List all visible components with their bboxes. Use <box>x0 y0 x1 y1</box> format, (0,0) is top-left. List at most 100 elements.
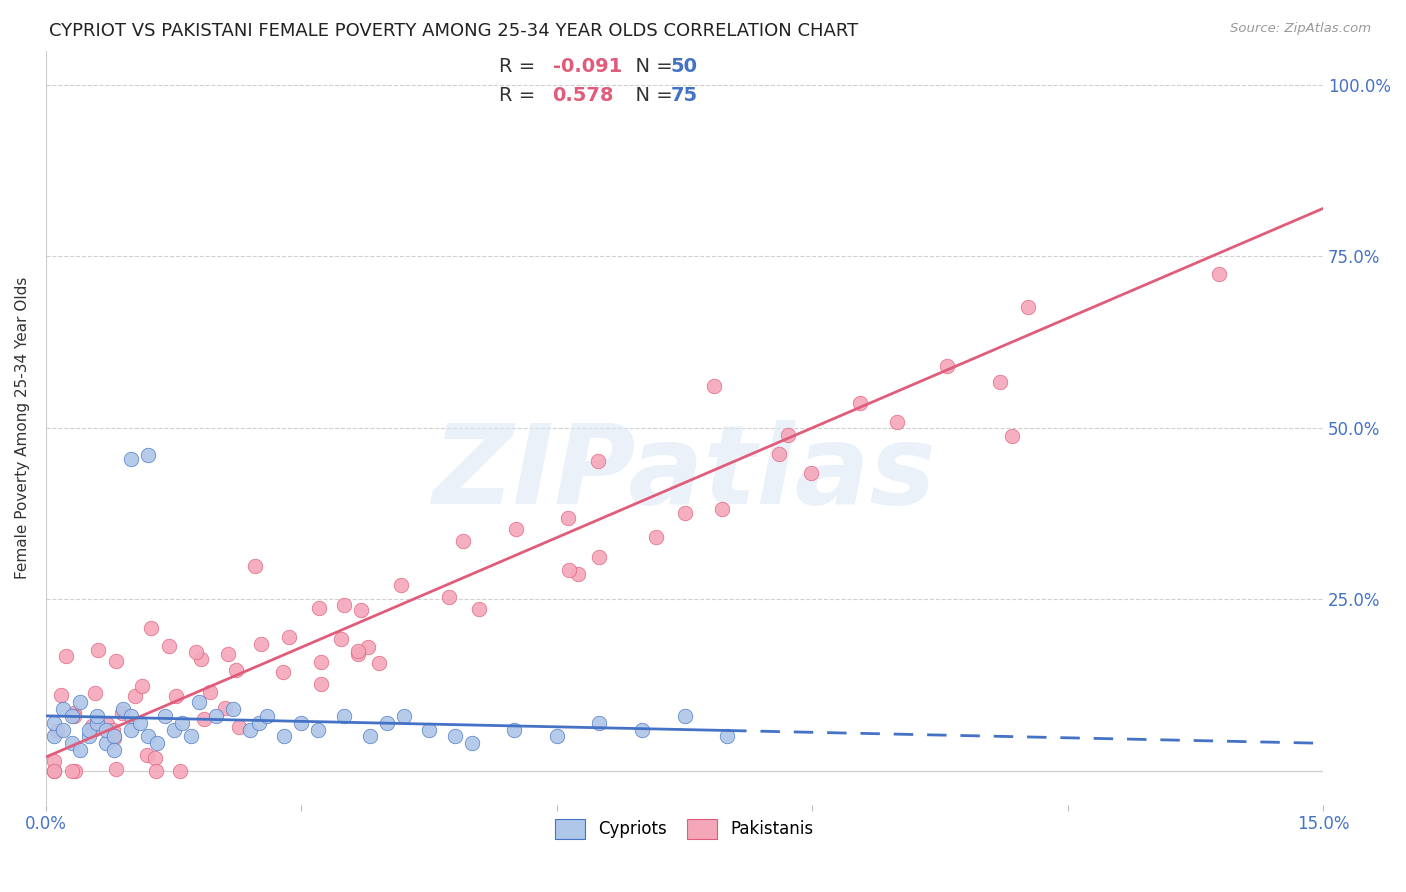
Point <box>77 723 100 737</box>
Point <box>243 558 266 573</box>
Point <box>239 723 262 737</box>
Point <box>198 685 221 699</box>
Point <box>190 652 212 666</box>
Point <box>136 730 159 744</box>
Point <box>128 715 150 730</box>
Point <box>153 709 176 723</box>
Point <box>1208 267 1230 281</box>
Point <box>368 657 391 671</box>
Point <box>273 730 295 744</box>
Point <box>44 730 66 744</box>
Point <box>69 743 91 757</box>
Point <box>644 530 666 544</box>
Text: CYPRIOT VS PAKISTANI FEMALE POVERTY AMONG 25-34 YEAR OLDS CORRELATION CHART: CYPRIOT VS PAKISTANI FEMALE POVERTY AMON… <box>49 22 859 40</box>
Point <box>557 510 579 524</box>
Point <box>389 578 412 592</box>
Text: 50: 50 <box>671 57 697 77</box>
Point <box>60 736 83 750</box>
Point <box>256 709 278 723</box>
Point <box>157 640 180 654</box>
Point <box>145 764 167 778</box>
Point <box>768 447 790 461</box>
Point <box>217 647 239 661</box>
Point <box>96 717 118 731</box>
Point <box>87 643 110 657</box>
Point <box>849 396 872 410</box>
Point <box>309 677 332 691</box>
Point <box>309 655 332 669</box>
Point <box>443 730 465 744</box>
Point <box>105 762 128 776</box>
Point <box>120 723 142 737</box>
Point <box>988 376 1011 390</box>
Point <box>80 719 103 733</box>
Point <box>186 645 208 659</box>
Point <box>163 723 186 737</box>
Point <box>307 723 329 737</box>
Point <box>169 764 191 778</box>
Point <box>503 723 526 737</box>
Point <box>124 690 146 704</box>
Point <box>52 702 75 716</box>
Point <box>205 709 228 723</box>
Point <box>44 715 66 730</box>
Point <box>143 751 166 765</box>
Point <box>52 723 75 737</box>
Point <box>468 602 491 616</box>
Point <box>711 502 734 516</box>
Point <box>103 730 125 744</box>
Point <box>1017 300 1039 314</box>
Point <box>94 723 117 737</box>
Point <box>172 715 194 730</box>
Point <box>214 700 236 714</box>
Point <box>703 378 725 392</box>
Point <box>165 689 187 703</box>
Legend: Cypriots, Pakistanis: Cypriots, Pakistanis <box>548 812 821 846</box>
Point <box>437 591 460 605</box>
Point <box>350 603 373 617</box>
Point <box>69 695 91 709</box>
Point <box>188 695 211 709</box>
Point <box>375 715 398 730</box>
Point <box>567 567 589 582</box>
Point <box>228 720 250 734</box>
Text: 75: 75 <box>671 86 697 105</box>
Point <box>586 454 609 468</box>
Point <box>60 709 83 723</box>
Point <box>46 724 69 739</box>
Text: R =: R = <box>499 57 541 77</box>
Text: N =: N = <box>623 86 679 105</box>
Point <box>418 723 440 737</box>
Point <box>222 702 245 716</box>
Point <box>60 764 83 778</box>
Point <box>347 644 370 658</box>
Point <box>193 712 215 726</box>
Point <box>271 665 294 679</box>
Point <box>77 730 100 744</box>
Point <box>250 637 273 651</box>
Text: 0.578: 0.578 <box>553 86 614 105</box>
Point <box>936 359 959 373</box>
Point <box>84 686 107 700</box>
Point <box>329 632 352 646</box>
Point <box>716 730 738 744</box>
Point <box>308 600 330 615</box>
Point <box>145 736 167 750</box>
Point <box>346 647 368 661</box>
Point <box>94 736 117 750</box>
Point <box>359 730 381 744</box>
Point <box>136 448 159 462</box>
Point <box>392 709 415 723</box>
Point <box>588 549 610 564</box>
Point <box>673 709 696 723</box>
Point <box>460 736 482 750</box>
Y-axis label: Female Poverty Among 25-34 Year Olds: Female Poverty Among 25-34 Year Olds <box>15 277 30 579</box>
Point <box>453 534 475 549</box>
Point <box>139 621 162 635</box>
Point <box>558 563 581 577</box>
Point <box>49 688 72 702</box>
Point <box>631 723 654 737</box>
Point <box>86 709 108 723</box>
Point <box>290 715 312 730</box>
Text: Source: ZipAtlas.com: Source: ZipAtlas.com <box>1230 22 1371 36</box>
